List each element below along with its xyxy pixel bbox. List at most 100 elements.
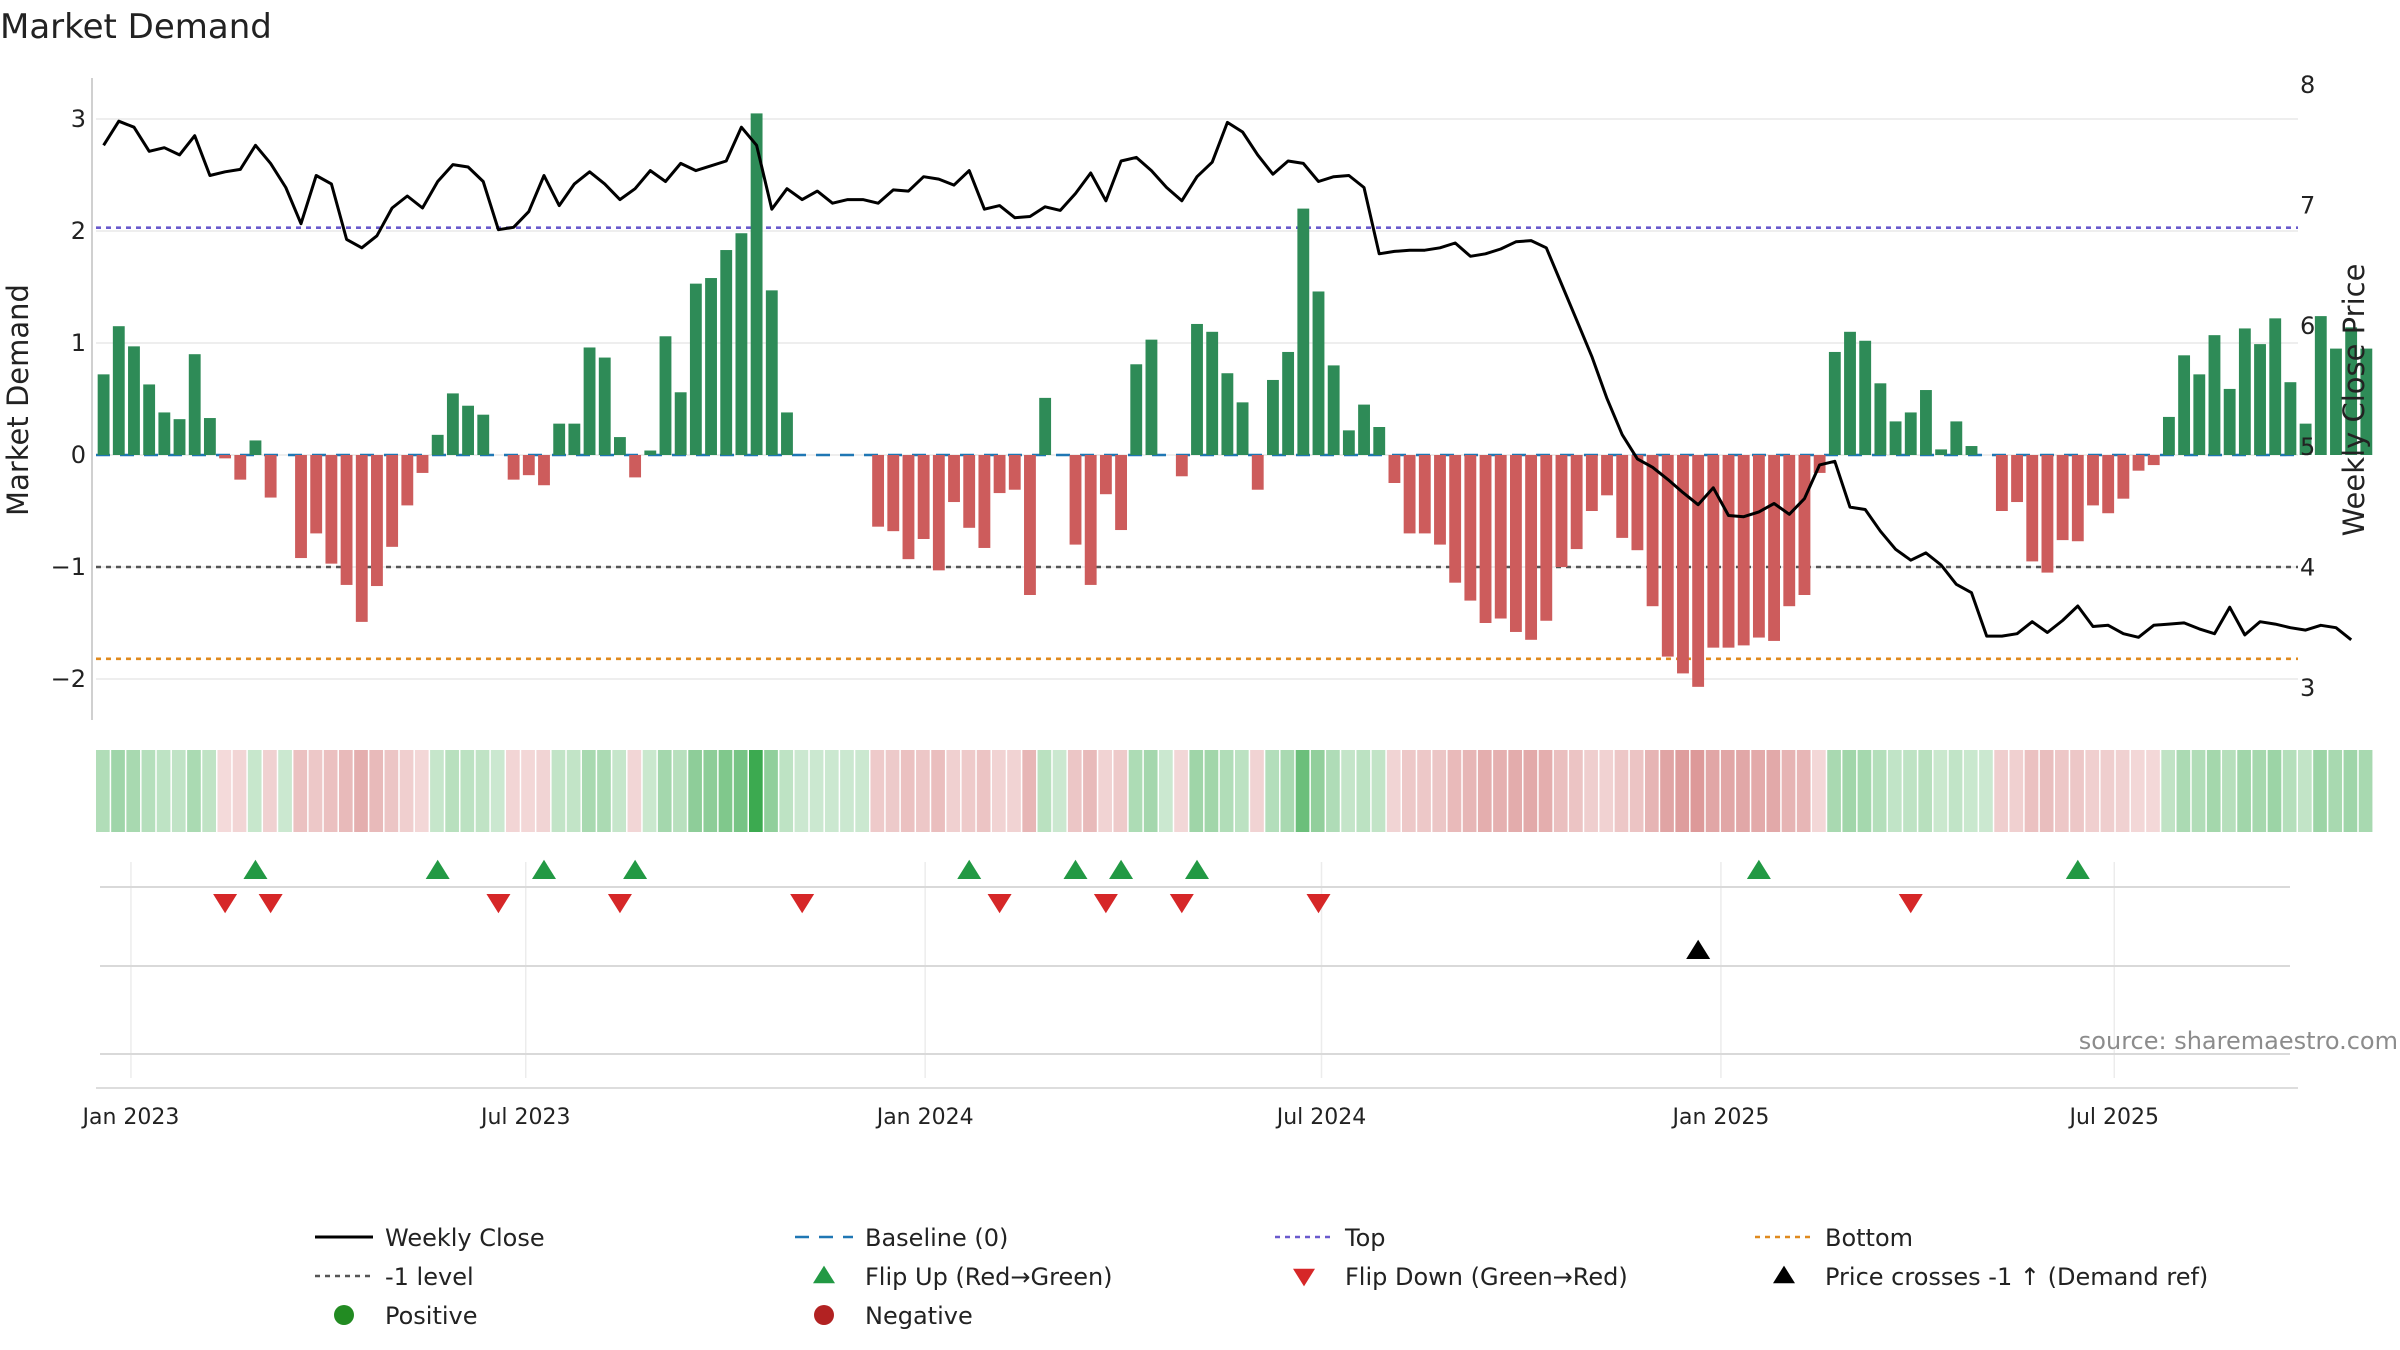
heat-cell (354, 750, 368, 832)
heat-cell (2039, 750, 2054, 832)
demand-bar (401, 455, 414, 506)
heat-cell (1614, 750, 1629, 832)
heat-cell (2222, 750, 2236, 832)
heat-cell (263, 750, 277, 832)
heat-cell (1918, 750, 1933, 832)
heat-cell (414, 750, 429, 832)
demand-bar (507, 455, 520, 480)
y-tick-left-label: 1 (71, 329, 86, 357)
heat-cell (779, 750, 794, 832)
heat-cell (581, 750, 596, 832)
demand-bar (2345, 327, 2358, 455)
heat-cell (627, 750, 642, 832)
heat-cell (749, 750, 763, 832)
heat-cell (126, 750, 141, 832)
demand-bar (416, 455, 429, 473)
heat-cell (475, 750, 490, 832)
demand-bar (1920, 390, 1932, 455)
demand-bar (2223, 388, 2236, 455)
demand-bar (720, 250, 733, 455)
heat-cell (2024, 750, 2039, 832)
legend-label: -1 level (385, 1263, 474, 1291)
demand-bar (522, 455, 535, 476)
demand-bar (1874, 383, 1887, 455)
heat-cell (976, 750, 991, 832)
demand-bar (2026, 455, 2039, 562)
heat-cell (1326, 750, 1340, 832)
demand-bar (2162, 416, 2175, 455)
demand-bar (1282, 351, 1295, 455)
demand-bar (1206, 331, 1219, 455)
demand-bar (1191, 323, 1203, 455)
heat-cell (1098, 750, 1112, 832)
heat-cell (1462, 750, 1477, 832)
demand-bar (1403, 455, 1416, 534)
heat-cell (1933, 750, 1948, 832)
demand-bar (158, 412, 171, 455)
demand-bar (2102, 455, 2115, 514)
heat-cell (369, 750, 384, 832)
demand-bar (2147, 455, 2160, 466)
flip-up-marker (1063, 859, 1088, 879)
demand-bar (963, 455, 976, 528)
demand-bar (887, 455, 900, 532)
heat-cell (202, 750, 216, 832)
demand-bar (340, 455, 353, 585)
x-tick-label: Jul 2023 (479, 1105, 571, 1130)
demand-bar (1039, 397, 1052, 455)
demand-bar (1297, 208, 1310, 455)
demand-bar (371, 455, 383, 587)
heat-cell (794, 750, 809, 832)
legend: Weekly Close Baseline (0) Top Bottom -1 leve… (315, 1224, 2208, 1330)
heat-cell (2328, 750, 2343, 832)
y-tick-right-label: 3 (2300, 674, 2315, 702)
flip-down-marker (607, 894, 632, 914)
heat-cell (1705, 750, 1720, 832)
heat-cell (1417, 750, 1431, 832)
flip-up-marker (425, 859, 450, 879)
demand-bar (2193, 374, 2206, 455)
demand-bar (1418, 455, 1431, 534)
demand-bar (203, 418, 216, 455)
demand-bar (386, 455, 399, 547)
demand-bar (1494, 455, 1507, 619)
heat-cell (1827, 750, 1841, 832)
demand-bar (735, 233, 748, 455)
flip-up-marker (2065, 859, 2090, 879)
demand-bar (1555, 455, 1568, 567)
heat-cell (961, 750, 976, 832)
demand-bar (1752, 455, 1765, 638)
demand-bar (1904, 412, 1917, 455)
legend-label: Flip Up (Red→Green) (865, 1263, 1113, 1291)
demand-bar (1084, 455, 1097, 585)
y-tick-left-label: 2 (71, 217, 86, 245)
heat-cell (1887, 750, 1902, 832)
heat-cell (718, 750, 733, 832)
heat-cell (2191, 750, 2206, 832)
demand-bar (1130, 364, 1143, 455)
heat-cell (809, 750, 824, 832)
heat-cell (688, 750, 702, 832)
heat-cell (1189, 750, 1204, 832)
heat-cell (1022, 750, 1037, 832)
heat-cell (1067, 750, 1082, 832)
heat-cell (597, 750, 611, 832)
flip-up-marker (1109, 859, 1134, 879)
heat-cell (1143, 750, 1158, 832)
heat-cell (1037, 750, 1052, 832)
demand-bar (1707, 455, 1720, 648)
heat-cell (2009, 750, 2024, 832)
signal-markers (213, 859, 2090, 959)
demand-bar (2314, 316, 2327, 455)
demand-bar (462, 405, 474, 455)
flip-up-marker (531, 859, 556, 879)
flip-down-marker (1306, 894, 1331, 914)
heat-cell (551, 750, 566, 832)
demand-bar (143, 384, 156, 455)
heat-cell (96, 750, 110, 832)
heat-cell (673, 750, 687, 832)
flip-down-marker (1169, 894, 1194, 914)
heat-cell (1402, 750, 1416, 832)
demand-bar (1616, 455, 1629, 538)
